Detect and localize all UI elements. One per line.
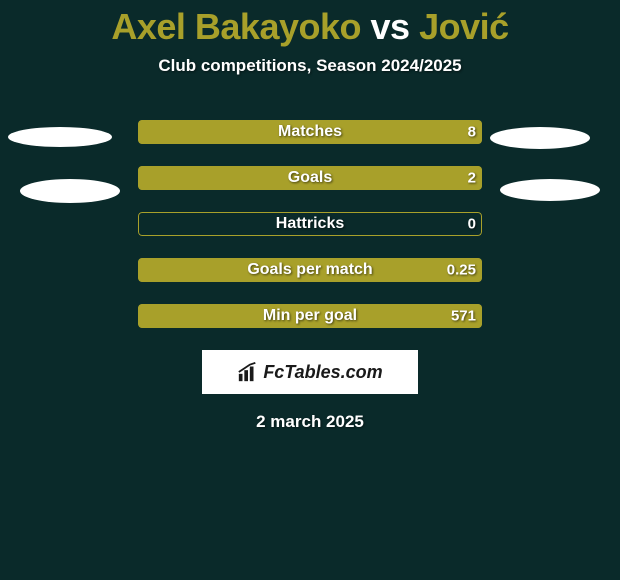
stat-bar-row: Hattricks 0: [138, 212, 482, 236]
page-title: Axel Bakayoko vs Jović: [0, 0, 620, 48]
decorative-ellipse: [500, 179, 600, 201]
bar-label: Goals per match: [247, 261, 372, 279]
bar-label: Min per goal: [263, 307, 357, 325]
bar-label: Matches: [278, 123, 342, 141]
vs-word: vs: [371, 6, 410, 47]
decorative-ellipse: [8, 127, 112, 147]
brand-box[interactable]: FcTables.com: [202, 350, 418, 394]
bar-value-right: 8: [468, 124, 476, 141]
bar-label: Goals: [288, 169, 332, 187]
stat-bar-row: Goals 2: [138, 166, 482, 190]
bar-label: Hattricks: [276, 215, 344, 233]
chart-bars-icon: [237, 361, 259, 383]
bar-value-right: 0: [468, 216, 476, 233]
subtitle: Club competitions, Season 2024/2025: [0, 56, 620, 76]
date-text: 2 march 2025: [0, 412, 620, 432]
decorative-ellipse: [20, 179, 120, 203]
brand-text: FcTables.com: [263, 362, 382, 383]
player1-name: Axel Bakayoko: [111, 6, 361, 47]
bar-value-right: 2: [468, 170, 476, 187]
player2-name: Jović: [419, 6, 509, 47]
stat-bar-row: Min per goal 571: [138, 304, 482, 328]
bar-value-right: 571: [451, 308, 476, 325]
stat-bar-row: Goals per match 0.25: [138, 258, 482, 282]
comparison-bars: Matches 8 Goals 2 Hattricks 0 Goals per match 0…: [138, 120, 482, 328]
decorative-ellipse: [490, 127, 590, 149]
stat-bar-row: Matches 8: [138, 120, 482, 144]
bar-value-right: 0.25: [447, 262, 476, 279]
